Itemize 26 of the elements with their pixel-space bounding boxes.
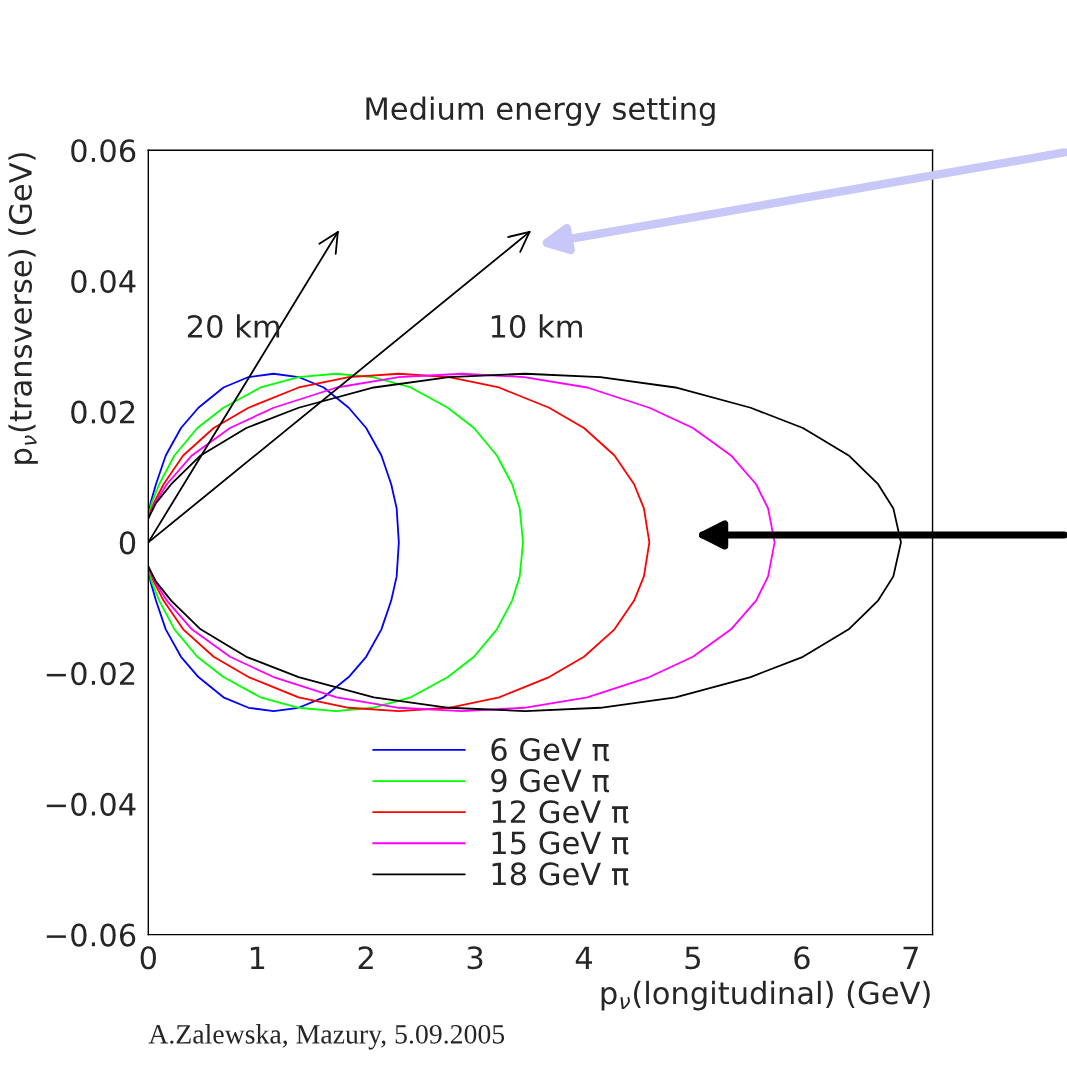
x-tick-label: 4 <box>575 946 593 969</box>
y-tick-label: −0.02 <box>46 662 135 686</box>
text: A.Zalewska, Mazury, 5.09.2005 <box>148 1024 505 1050</box>
y-tick-label: 0.02 <box>71 400 135 424</box>
x-axis-title: p$_{ν}$(longitudinal) (GeV) <box>601 980 930 1011</box>
y-tick-label: 0.06 <box>71 139 136 163</box>
series-label: 10 km <box>491 314 582 339</box>
x-tick-label: 0 <box>140 946 156 970</box>
legend-label: 9 GeV π <box>491 769 610 793</box>
x-tick-label: 2 <box>358 946 373 969</box>
legend-label: 15 GeV π <box>492 831 629 855</box>
legend-label: 6 GeV π <box>491 737 610 762</box>
legend-label: 18 GeV π <box>492 862 629 886</box>
chart-title: Medium energy setting <box>366 96 715 127</box>
y-axis-title: p$_{ν}$(transverse) (GeV) <box>8 153 38 464</box>
x-tick-label: 1 <box>250 946 265 969</box>
y-tick-label: −0.06 <box>46 923 136 947</box>
x-tick-label: 7 <box>903 946 918 969</box>
y-tick-label: 0 <box>119 531 136 555</box>
y-tick-label: −0.04 <box>46 792 136 816</box>
y-tick-label: 0.04 <box>71 269 136 293</box>
series-label: 20 km <box>187 314 280 339</box>
x-tick-label: 5 <box>685 946 700 970</box>
legend-label: 12 GeV π <box>492 800 629 824</box>
x-tick-label: 3 <box>467 946 483 970</box>
x-tick-label: 6 <box>794 946 810 970</box>
